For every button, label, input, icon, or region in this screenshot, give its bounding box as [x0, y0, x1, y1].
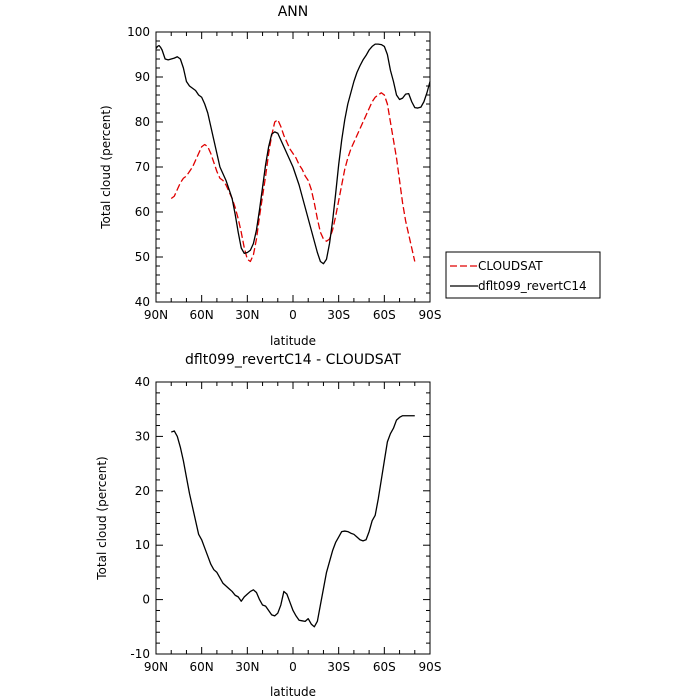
legend-entry-label: dflt099_revertC14	[478, 279, 587, 293]
y-axis-label: Total cloud (percent)	[99, 105, 113, 229]
y-tick-label: 0	[142, 593, 150, 607]
bottom-panel: 90N 60N 30N 0 30S 60S 90S -10 0 10 20 30 40 dflt099_r…	[95, 352, 441, 699]
y-tick-label: 20	[135, 484, 150, 498]
x-tick-label: 90N	[144, 308, 168, 322]
x-tick-label: 30S	[327, 660, 350, 674]
x-tick-label: 60S	[373, 308, 396, 322]
series-line-difference	[171, 415, 415, 628]
chart-title: dflt099_revertC14 - CLOUDSAT	[185, 352, 401, 368]
series-line-cloudsat	[170, 92, 416, 263]
legend-entry-label: CLOUDSAT	[478, 259, 543, 273]
x-tick-label: 90N	[144, 660, 168, 674]
x-tick-label: 90S	[419, 308, 442, 322]
y-tick-label: 50	[135, 250, 150, 264]
x-tick-label: 0	[289, 660, 297, 674]
x-tick-label: 0	[289, 308, 297, 322]
x-tick-label: 90S	[419, 660, 442, 674]
y-tick-label: 30	[135, 429, 150, 443]
x-tick-label: 60S	[373, 660, 396, 674]
top-panel: 90N 60N 30N 0 30S 60S 90S 40 50 60 70 80 90 100 ANN lat…	[99, 4, 601, 348]
x-tick-label: 60N	[190, 308, 214, 322]
y-tick-label: 40	[135, 295, 150, 309]
y-tick-label: 40	[135, 375, 150, 389]
legend-box	[445, 251, 601, 299]
x-tick-label: 30N	[235, 660, 259, 674]
y-tick-label: 60	[135, 205, 150, 219]
y-tick-label: 90	[135, 70, 150, 84]
chart-title: ANN	[278, 4, 309, 20]
x-tick-label: 30N	[235, 308, 259, 322]
series-line-dflt099-revertc14	[155, 43, 431, 265]
plot-frame	[155, 381, 431, 655]
y-tick-label: 80	[135, 115, 150, 129]
y-tick-label: 100	[127, 25, 150, 39]
x-axis-label: latitude	[270, 334, 316, 348]
x-tick-label: 60N	[190, 660, 214, 674]
x-tick-label: 30S	[327, 308, 350, 322]
y-axis-label: Total cloud (percent)	[95, 456, 109, 580]
y-tick-label: -10	[130, 647, 150, 661]
y-tick-label: 10	[135, 538, 150, 552]
y-tick-label: 70	[135, 160, 150, 174]
x-axis-label: latitude	[270, 685, 316, 699]
